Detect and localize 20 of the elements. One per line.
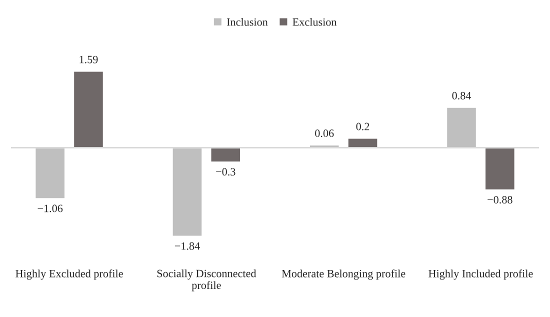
data-label: 0.84 bbox=[452, 92, 472, 100]
x-tick-label: Highly Excluded profile bbox=[16, 269, 123, 280]
data-label: −1.84 bbox=[174, 242, 200, 250]
x-tick-label: Socially Disconnected profile bbox=[157, 269, 256, 292]
x-tick-label: Highly Included profile bbox=[428, 269, 533, 280]
legend-label: Inclusion bbox=[226, 18, 268, 26]
data-label: 0.2 bbox=[356, 122, 370, 130]
data-label: −0.3 bbox=[216, 168, 236, 176]
bar bbox=[171, 147, 204, 238]
data-label: −1.06 bbox=[38, 204, 63, 212]
bar bbox=[484, 147, 516, 191]
bar bbox=[446, 106, 478, 148]
data-label: 0.06 bbox=[315, 130, 334, 138]
data-label: −0.88 bbox=[488, 196, 512, 204]
bar bbox=[72, 70, 104, 148]
data-label: 1.59 bbox=[80, 56, 98, 64]
legend-label: Exclusion bbox=[292, 18, 337, 26]
bar bbox=[34, 147, 66, 200]
bar bbox=[210, 147, 242, 163]
x-tick-label: Moderate Belonging profile bbox=[282, 269, 406, 280]
